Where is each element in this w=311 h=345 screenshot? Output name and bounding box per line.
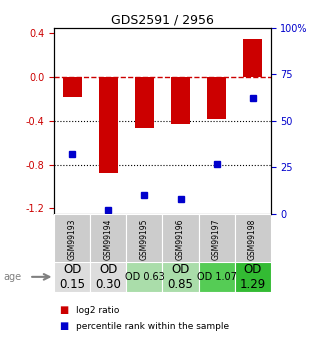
Bar (99, 77, 118, 173)
FancyBboxPatch shape (162, 214, 198, 264)
Text: GSM99198: GSM99198 (248, 218, 257, 259)
Bar (135, 77, 154, 128)
Text: OD
0.15: OD 0.15 (59, 263, 86, 291)
Text: GSM99194: GSM99194 (104, 218, 113, 260)
Text: GSM99197: GSM99197 (212, 218, 221, 260)
Text: ■: ■ (59, 306, 68, 315)
Text: GSM99193: GSM99193 (68, 218, 77, 260)
FancyBboxPatch shape (91, 262, 127, 292)
Bar (171, 77, 190, 124)
FancyBboxPatch shape (234, 262, 271, 292)
Text: OD 1.07: OD 1.07 (197, 272, 236, 282)
FancyBboxPatch shape (162, 262, 198, 292)
Text: GSM99195: GSM99195 (140, 218, 149, 260)
Text: OD
0.30: OD 0.30 (95, 263, 121, 291)
Text: log2 ratio: log2 ratio (76, 306, 119, 315)
Title: GDS2591 / 2956: GDS2591 / 2956 (111, 13, 214, 27)
Text: percentile rank within the sample: percentile rank within the sample (76, 322, 229, 331)
FancyBboxPatch shape (91, 214, 127, 264)
Bar (207, 77, 226, 119)
FancyBboxPatch shape (198, 262, 234, 292)
Bar (243, 39, 262, 77)
Text: OD 0.63: OD 0.63 (125, 272, 164, 282)
Text: OD
1.29: OD 1.29 (239, 263, 266, 291)
FancyBboxPatch shape (198, 214, 234, 264)
FancyBboxPatch shape (234, 214, 271, 264)
Text: GSM99196: GSM99196 (176, 218, 185, 260)
FancyBboxPatch shape (127, 214, 162, 264)
Text: ■: ■ (59, 321, 68, 331)
FancyBboxPatch shape (54, 262, 91, 292)
FancyBboxPatch shape (54, 214, 91, 264)
Bar (63, 77, 82, 97)
Text: age: age (3, 272, 21, 282)
Text: OD
0.85: OD 0.85 (168, 263, 193, 291)
FancyBboxPatch shape (127, 262, 162, 292)
